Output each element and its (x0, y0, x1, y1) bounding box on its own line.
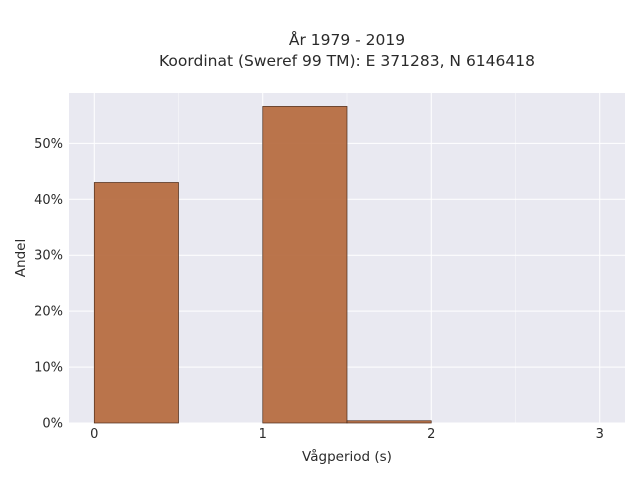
y-axis-label: Andel (13, 239, 29, 277)
x-tick-label: 2 (427, 427, 435, 442)
chart-title-line-2: Koordinat (Sweref 99 TM): E 371283, N 61… (159, 52, 535, 70)
x-tick-label: 0 (90, 427, 98, 442)
bars (93, 106, 432, 424)
y-axis-ticks: 0% 10% 20% 30% 40% 50% (34, 137, 63, 432)
y-tick-label: 30% (34, 249, 63, 264)
y-tick-label: 50% (34, 137, 63, 152)
histogram-bar (346, 420, 432, 424)
chart-title-line-1: År 1979 - 2019 (289, 30, 405, 49)
y-tick-label: 10% (34, 361, 63, 376)
y-tick-label: 20% (34, 305, 63, 320)
y-tick-label: 40% (34, 193, 63, 208)
x-tick-label: 1 (259, 427, 267, 442)
x-axis-ticks: 0 1 2 3 (90, 427, 604, 442)
x-axis-label: Vågperiod (s) (302, 448, 392, 465)
histogram-bar (262, 106, 348, 424)
histogram-bar (93, 182, 179, 424)
y-tick-label: 0% (42, 417, 63, 432)
x-tick-label: 3 (596, 427, 604, 442)
